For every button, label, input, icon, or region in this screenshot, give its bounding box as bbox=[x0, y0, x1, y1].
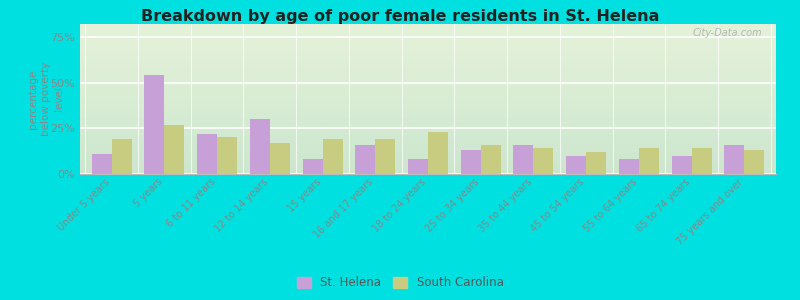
Bar bbox=[639, 148, 659, 174]
Bar bbox=[322, 139, 342, 174]
Bar bbox=[566, 156, 586, 174]
Bar bbox=[250, 119, 270, 174]
Legend: St. Helena, South Carolina: St. Helena, South Carolina bbox=[292, 272, 508, 294]
Bar bbox=[586, 152, 606, 174]
Bar bbox=[217, 137, 237, 174]
Bar bbox=[619, 159, 639, 174]
Bar bbox=[92, 154, 112, 174]
Text: City-Data.com: City-Data.com bbox=[693, 28, 762, 38]
Bar bbox=[692, 148, 712, 174]
Bar bbox=[461, 150, 481, 174]
Bar bbox=[534, 148, 554, 174]
Bar bbox=[270, 143, 290, 174]
Bar bbox=[428, 132, 448, 174]
Text: Breakdown by age of poor female residents in St. Helena: Breakdown by age of poor female resident… bbox=[141, 9, 659, 24]
Bar bbox=[164, 124, 184, 174]
Bar bbox=[375, 139, 395, 174]
Bar bbox=[514, 145, 534, 174]
Bar bbox=[112, 139, 132, 174]
Bar bbox=[744, 150, 765, 174]
Bar bbox=[197, 134, 217, 174]
Bar bbox=[355, 145, 375, 174]
Bar bbox=[144, 75, 164, 174]
Bar bbox=[724, 145, 744, 174]
Y-axis label: percentage
below poverty
level: percentage below poverty level bbox=[28, 62, 65, 136]
Bar bbox=[481, 145, 501, 174]
Bar bbox=[302, 159, 322, 174]
Bar bbox=[408, 159, 428, 174]
Bar bbox=[672, 156, 692, 174]
